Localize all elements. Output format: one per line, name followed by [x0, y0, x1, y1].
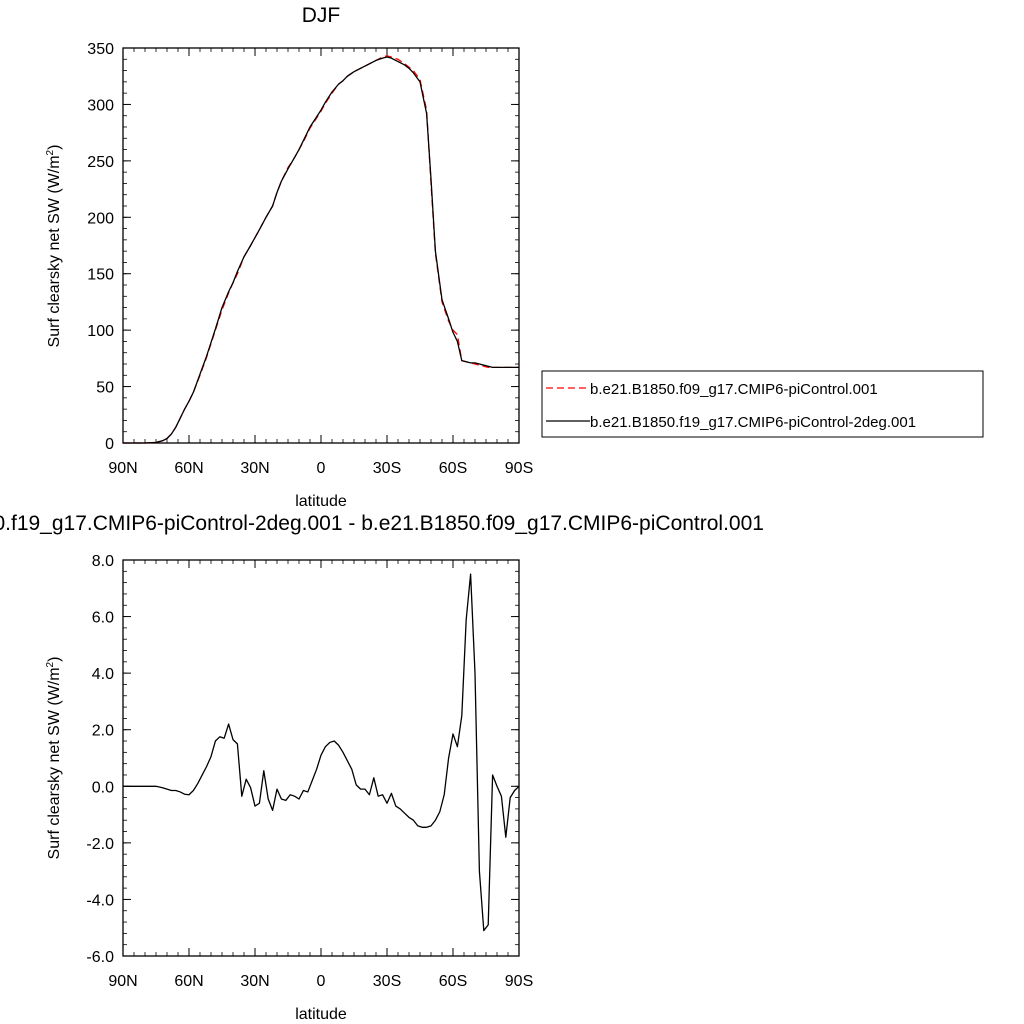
top-chart-title: DJF — [302, 4, 341, 27]
bottom-x-tick-label: 60S — [439, 973, 467, 990]
bottom-x-tick-label: 30N — [240, 973, 269, 990]
bottom-y-tick-label: 8.0 — [92, 553, 114, 570]
top-series-line-1 — [123, 56, 519, 444]
top-y-tick-label: 300 — [87, 97, 114, 114]
top-plot-frame — [122, 47, 520, 444]
bottom-y-tick-label: -6.0 — [86, 949, 114, 966]
top-x-tick-label: 60S — [439, 460, 467, 477]
bottom-x-tick-label: 60N — [174, 973, 203, 990]
bottom-y-tick-label: 6.0 — [92, 610, 114, 627]
bottom-x-tick-label: 0 — [317, 973, 326, 990]
bottom-series-line-0 — [123, 573, 520, 932]
top-x-tick-label: 30N — [240, 460, 269, 477]
top-x-tick-label: 90N — [108, 460, 137, 477]
bottom-y-tick-label: -2.0 — [86, 836, 114, 853]
legend-box — [541, 370, 984, 438]
bottom-x-tick-label: 90S — [505, 973, 533, 990]
bottom-y-tick-label: -4.0 — [86, 892, 114, 909]
bottom-x-tick-label: 30S — [373, 973, 401, 990]
top-x-tick-label: 90S — [505, 460, 533, 477]
top-y-tick-label: 100 — [87, 323, 114, 340]
top-y-tick-label: 50 — [96, 380, 114, 397]
legend-label-f19: b.e21.B1850.f19_g17.CMIP6-piControl-2deg… — [590, 414, 916, 431]
bottom-chart: b.e21.B1850.f19_g17.CMIP6-piControl-2deg… — [0, 512, 764, 1023]
bottom-chart-title: b.e21.B1850.f19_g17.CMIP6-piControl-2deg… — [0, 512, 764, 535]
top-x-axis-label: latitude — [295, 493, 347, 510]
legend: b.e21.B1850.f09_g17.CMIP6-piControl.001 … — [541, 370, 984, 438]
top-x-tick-label: 0 — [317, 460, 326, 477]
top-y-axis-label: Surf clearsky net SW (W/m2) — [45, 145, 63, 348]
top-chart: DJF 90N 60N 30N 0 30S 60S 90S 0 50 100 150 200 250 30… — [45, 4, 533, 510]
bottom-y-tick-label: 0.0 — [92, 779, 114, 796]
bottom-y-axis-label: Surf clearsky net SW (W/m2) — [45, 657, 63, 860]
top-y-tick-label: 350 — [87, 41, 114, 58]
top-y-tick-label: 0 — [105, 436, 114, 453]
bottom-y-tick-label: 2.0 — [92, 723, 114, 740]
bottom-x-tick-label: 90N — [108, 973, 137, 990]
top-y-tick-label: 250 — [87, 154, 114, 171]
legend-label-f09: b.e21.B1850.f09_g17.CMIP6-piControl.001 — [590, 381, 878, 398]
top-y-tick-label: 150 — [87, 267, 114, 284]
top-y-tick-label: 200 — [87, 210, 114, 227]
bottom-x-axis-label: latitude — [295, 1006, 347, 1023]
bottom-y-tick-label: 4.0 — [92, 666, 114, 683]
top-series-line-0 — [123, 55, 519, 444]
top-x-tick-label: 60N — [174, 460, 203, 477]
bottom-plot-frame — [122, 559, 520, 957]
top-x-tick-label: 30S — [373, 460, 401, 477]
